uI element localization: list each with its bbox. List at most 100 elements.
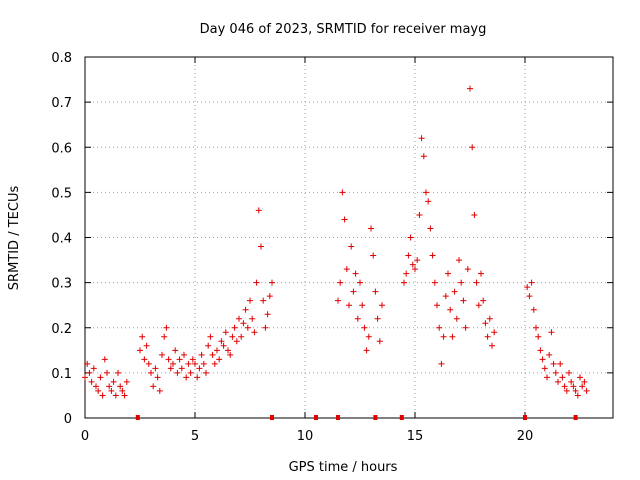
data-point bbox=[464, 266, 471, 273]
data-point bbox=[572, 387, 579, 394]
data-point bbox=[183, 374, 190, 381]
data-point bbox=[119, 387, 126, 394]
data-point bbox=[86, 369, 93, 376]
data-point bbox=[117, 383, 124, 390]
data-point bbox=[181, 351, 187, 358]
data-point bbox=[423, 189, 429, 196]
data-point bbox=[429, 252, 436, 259]
data-point bbox=[112, 392, 119, 399]
data-point bbox=[88, 378, 95, 385]
data-point bbox=[541, 365, 548, 372]
data-point bbox=[346, 302, 352, 309]
data-point bbox=[220, 342, 227, 349]
data-point bbox=[108, 387, 115, 394]
data-point bbox=[337, 279, 344, 286]
data-point bbox=[436, 324, 443, 331]
y-tick-label: 0.2 bbox=[51, 322, 72, 337]
data-point bbox=[581, 378, 588, 385]
data-point bbox=[376, 338, 383, 345]
data-point bbox=[462, 324, 469, 331]
data-point bbox=[528, 279, 535, 286]
data-point bbox=[93, 383, 99, 390]
data-point bbox=[574, 392, 581, 399]
y-tick-label: 0.8 bbox=[51, 51, 72, 66]
data-point bbox=[253, 279, 260, 286]
data-point bbox=[238, 333, 245, 340]
data-point bbox=[156, 387, 163, 394]
data-point bbox=[537, 347, 544, 354]
data-point bbox=[535, 333, 542, 340]
data-point bbox=[141, 356, 148, 363]
data-point bbox=[269, 279, 275, 286]
data-point bbox=[123, 378, 130, 385]
y-tick-label: 0.4 bbox=[51, 232, 72, 247]
data-point bbox=[566, 369, 572, 376]
data-point bbox=[361, 324, 368, 331]
data-point bbox=[187, 369, 194, 376]
gap-marker bbox=[399, 415, 404, 420]
data-point bbox=[170, 360, 176, 367]
data-point bbox=[192, 360, 198, 367]
data-point bbox=[99, 392, 106, 399]
data-point bbox=[478, 270, 484, 277]
data-point bbox=[139, 333, 146, 340]
data-points bbox=[82, 85, 590, 399]
data-point bbox=[101, 356, 108, 363]
x-tick-label: 0 bbox=[81, 429, 89, 444]
data-point bbox=[216, 356, 223, 363]
data-point bbox=[266, 293, 273, 300]
data-point bbox=[539, 356, 546, 363]
data-point bbox=[222, 329, 229, 336]
data-point bbox=[370, 252, 377, 259]
data-point bbox=[568, 378, 575, 385]
data-point bbox=[189, 356, 196, 363]
data-point bbox=[577, 374, 583, 381]
gap-marker bbox=[373, 415, 378, 420]
data-point bbox=[152, 365, 159, 372]
data-point bbox=[559, 374, 566, 381]
data-point bbox=[115, 369, 121, 376]
data-point bbox=[570, 383, 577, 390]
x-axis-label: GPS time / hours bbox=[289, 460, 398, 475]
data-point bbox=[251, 329, 258, 336]
data-point bbox=[198, 351, 205, 358]
data-point bbox=[352, 270, 359, 277]
gap-marker bbox=[573, 415, 578, 420]
data-point bbox=[544, 374, 550, 381]
data-point bbox=[431, 279, 438, 286]
data-point bbox=[211, 360, 218, 367]
y-tick-label: 0.1 bbox=[51, 367, 72, 382]
data-point bbox=[405, 252, 412, 259]
data-point bbox=[449, 333, 456, 340]
gap-markers bbox=[135, 415, 578, 420]
data-point bbox=[403, 270, 410, 277]
data-point bbox=[482, 320, 489, 327]
data-point bbox=[121, 392, 128, 399]
data-point bbox=[471, 211, 478, 218]
data-point bbox=[207, 333, 214, 340]
data-point bbox=[148, 369, 154, 376]
data-point bbox=[154, 374, 161, 381]
data-point bbox=[412, 266, 418, 273]
data-point bbox=[425, 198, 432, 205]
data-point bbox=[255, 207, 262, 214]
data-point bbox=[524, 284, 531, 291]
data-point bbox=[467, 85, 473, 92]
data-point bbox=[451, 288, 458, 295]
data-point bbox=[229, 333, 236, 340]
data-point bbox=[491, 329, 498, 336]
data-point bbox=[214, 347, 220, 354]
x-tick-label: 20 bbox=[517, 429, 534, 444]
data-point bbox=[526, 293, 533, 300]
data-point bbox=[145, 360, 152, 367]
data-point bbox=[264, 311, 271, 318]
y-tick-label: 0 bbox=[64, 412, 72, 427]
data-point bbox=[348, 243, 355, 250]
data-point bbox=[209, 351, 216, 358]
y-tick-label: 0.6 bbox=[51, 141, 72, 156]
data-point bbox=[480, 297, 487, 304]
data-point bbox=[262, 324, 269, 331]
gap-marker bbox=[314, 415, 318, 420]
data-point bbox=[260, 297, 267, 304]
data-point bbox=[374, 315, 381, 322]
